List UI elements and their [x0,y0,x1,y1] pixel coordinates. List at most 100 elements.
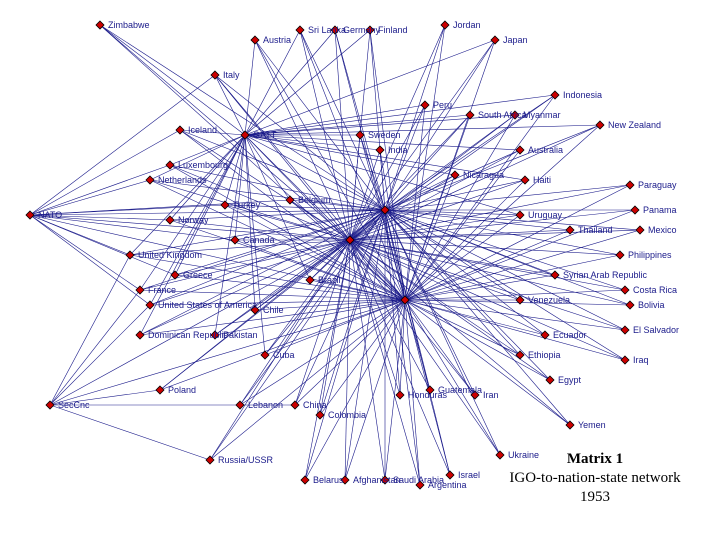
nation-node [621,356,629,364]
figure-caption: Matrix 1 IGO-to-nation-state network 195… [490,450,700,506]
edge [385,150,520,210]
nation-node [541,331,549,339]
edge [180,130,245,135]
caption-title: Matrix 1 [490,450,700,469]
nation-node [516,146,524,154]
edge [385,115,470,210]
nation-node [376,146,384,154]
nation-node [166,161,174,169]
nation-node [26,211,34,219]
edge [50,390,160,405]
edge [50,240,350,405]
caption-subtitle: IGO-to-nation-state network [490,469,700,488]
nation-node [516,211,524,219]
edge [210,240,350,460]
nation-node [551,91,559,99]
edge [405,300,625,360]
edge [405,300,500,455]
edge [405,300,450,475]
edge [405,25,445,300]
nation-node [636,226,644,234]
edge [385,210,450,475]
edge [150,135,245,180]
edge [50,405,210,460]
edge [350,125,600,240]
nation-node [396,391,404,399]
nation-node [446,471,454,479]
edge [385,300,405,480]
network-diagram: ZimbabweAustriaSri LankaGermanyFinlandJo… [0,0,720,540]
nation-node [236,401,244,409]
edge [405,300,545,335]
edge [405,300,625,330]
nation-node [316,411,324,419]
nation-node [421,101,429,109]
edge [405,125,600,300]
edge [130,240,350,255]
nation-node [136,286,144,294]
nation-node [626,301,634,309]
edge [320,300,405,415]
edge [405,300,475,395]
edge [245,95,555,135]
edge [245,115,515,135]
edge [170,165,385,210]
edge [50,290,140,405]
edge [305,240,350,480]
nation-node [511,111,519,119]
nation-node [146,176,154,184]
nation-node [366,26,374,34]
nation-node [136,331,144,339]
edge [30,130,180,215]
edge [245,135,265,355]
nation-node [296,26,304,34]
edge [170,135,245,165]
caption-year: 1953 [490,488,700,507]
edge [30,215,350,240]
edge [255,240,350,310]
nation-node [156,386,164,394]
edge [50,300,405,405]
nation-node [416,481,424,489]
edge [385,210,625,360]
edge [350,240,385,480]
edge [405,275,555,300]
nation-node [631,206,639,214]
edge [305,300,405,480]
nation-node [221,201,229,209]
nation-node [471,391,479,399]
nation-node [176,126,184,134]
edge [160,300,405,390]
edge [405,300,550,380]
nation-node [491,36,499,44]
edge [245,30,300,135]
edge [170,165,405,300]
edge [30,165,170,215]
edge [385,25,445,210]
edge [210,300,405,460]
edge [215,75,350,240]
edge [405,300,570,425]
nation-node [626,181,634,189]
nation-node [301,476,309,484]
nation-node [211,331,219,339]
nation-node [341,476,349,484]
edge [345,240,350,480]
nation-node [621,326,629,334]
nation-node [251,36,259,44]
edge [30,75,215,215]
nation-node [211,71,219,79]
nation-node [621,286,629,294]
edge [140,300,405,335]
edge [350,240,520,355]
edge [350,240,475,395]
edge [100,25,245,135]
nation-node [441,21,449,29]
nation-node [331,26,339,34]
edge [385,210,500,455]
nation-node [206,456,214,464]
edge [385,185,630,210]
nation-node [616,251,624,259]
edge [295,300,405,405]
edge [50,255,130,405]
